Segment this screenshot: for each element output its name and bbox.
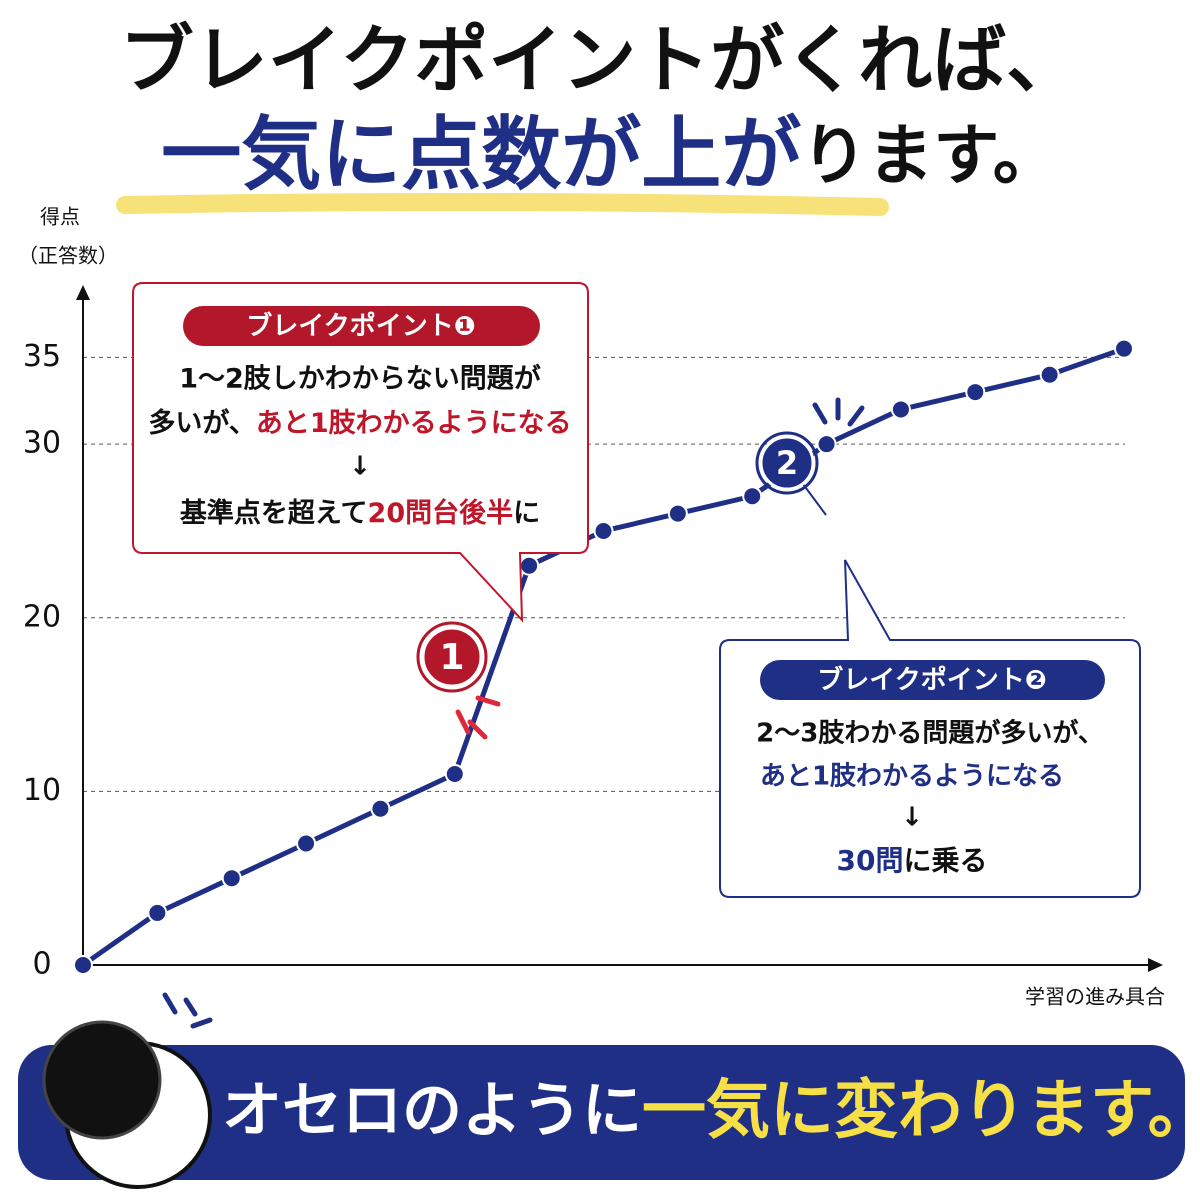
banner-text: オセロのように一気に変わります。: [222, 1074, 1200, 1148]
title-highlight: [116, 192, 889, 216]
emph-text: あと1肢わかるようになる: [256, 408, 572, 439]
x-axis-arrow: [1148, 958, 1163, 972]
emph-text: 30問: [837, 844, 904, 877]
burst: [455, 695, 501, 740]
marker-pointer: [799, 479, 827, 516]
callout-text: 2～3肢わかる問題が多いが、: [756, 718, 1104, 749]
y-axis-arrow: [76, 285, 90, 300]
x-label: 学習の進み具合: [1025, 985, 1165, 1009]
y-tick-label: 10: [23, 773, 61, 808]
data-point: [73, 955, 93, 975]
title-emph: 一気に点数が上が: [161, 108, 801, 201]
plot: 0 10 20 30 35: [23, 285, 1163, 982]
banner-plain: オセロのように: [222, 1076, 642, 1146]
plain-text: 多いが、: [148, 407, 255, 439]
title-line1: ブレイクポイントがくれば、: [120, 18, 1081, 104]
emph-text: 20問台後半: [368, 497, 514, 529]
data-point: [370, 798, 391, 819]
data-point: [742, 486, 763, 507]
y-tick-label: 0: [32, 947, 51, 982]
burst: [812, 397, 865, 427]
data-point: [519, 555, 540, 576]
badge: [183, 306, 540, 346]
y-tick-label: 30: [23, 426, 61, 461]
banner: オセロのように一気に変わります。: [18, 992, 1200, 1189]
marker-number: 2: [776, 444, 798, 482]
emph-text: あと1肢わかるようになる: [760, 762, 1064, 792]
badge: [760, 660, 1105, 700]
callout-box: [719, 559, 1141, 898]
plain-text: に乗る: [903, 844, 987, 877]
data-point: [221, 868, 242, 889]
plain-text: 基準点を超えて: [180, 497, 368, 529]
arrow: ↓: [349, 452, 371, 482]
banner-bg: [18, 1045, 1185, 1180]
callout-1: ブレイクポイント❶ 1～2肢しかわからない問題が 多いが、あと1肢わかるようにな…: [132, 282, 589, 740]
callout-text: 基準点を超えて20問台後半に: [180, 497, 540, 529]
disc-black: [42, 1020, 162, 1140]
title-line2: 一気に点数が上がります。: [161, 108, 1058, 201]
arrow: ↓: [901, 803, 923, 833]
y-tick-label: 35: [23, 339, 61, 374]
callout-text: 1～2肢しかわからない問題が: [179, 363, 541, 395]
y-label: 得点: [40, 205, 80, 229]
title-rest: ります。: [801, 117, 1058, 194]
callout-text: 多いが、あと1肢わかるようになる: [148, 407, 571, 439]
data-point: [965, 382, 986, 403]
marker-circle: [421, 626, 483, 688]
burst: [162, 992, 213, 1029]
callout-box: [132, 282, 589, 623]
marker-circle: [759, 435, 815, 491]
callout-2: ブレイクポイント❷ 2～3肢わかる問題が多いが、 あと1肢わかるようになる ↓ …: [719, 397, 1141, 898]
data-point: [816, 434, 837, 455]
data-point: [296, 833, 317, 854]
data-point: [593, 520, 614, 541]
data-point: [890, 399, 911, 420]
data-point: [1114, 338, 1134, 359]
badge-text: ブレイクポイント❷: [817, 665, 1047, 696]
banner-emph: 一気に変わります。: [642, 1074, 1200, 1148]
plain-text: に: [513, 498, 540, 529]
marker-ring: [755, 431, 819, 495]
marker-number: 1: [439, 637, 464, 678]
data-point: [1039, 364, 1060, 385]
y-tick-label: 20: [23, 599, 61, 634]
data-point: [444, 764, 465, 785]
badge-text: ブレイクポイント❶: [246, 311, 476, 342]
data-point: [147, 902, 168, 923]
callout-text: 30問に乗る: [837, 844, 988, 877]
data-point: [667, 503, 688, 524]
y-label: （正答数）: [18, 244, 118, 268]
marker-ring: [416, 621, 488, 693]
